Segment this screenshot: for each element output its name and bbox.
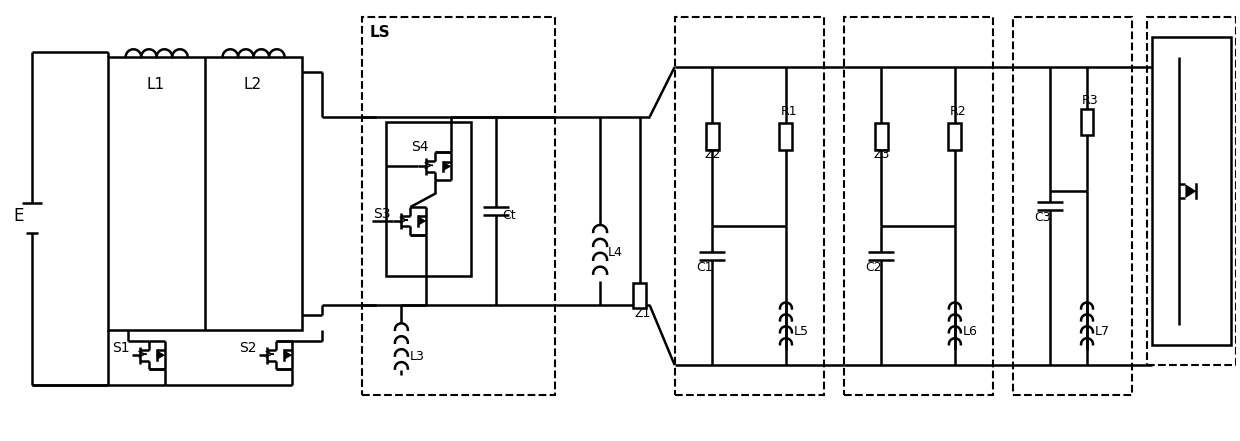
Text: L6: L6 [962,325,977,338]
Text: Ct: Ct [502,209,516,222]
Bar [706,123,719,150]
Bar [843,17,993,395]
Text: R3: R3 [1083,94,1099,107]
Text: S3: S3 [373,207,391,221]
Text: R2: R2 [950,105,966,118]
Bar [875,123,888,150]
Bar [108,57,303,330]
Text: L5: L5 [794,325,808,338]
Bar [387,122,471,276]
Text: S2: S2 [239,341,257,355]
Polygon shape [284,351,293,360]
Text: Z1: Z1 [635,307,651,320]
Polygon shape [443,161,451,171]
Polygon shape [1185,184,1197,198]
Text: Z3: Z3 [873,148,890,161]
Text: C3: C3 [1034,211,1052,224]
Polygon shape [418,216,427,226]
Text: C2: C2 [866,261,882,274]
Text: L1: L1 [146,77,165,92]
Text: C1: C1 [697,261,713,274]
Text: L7: L7 [1095,325,1110,338]
Text: LS: LS [370,25,391,40]
Text: L4: L4 [608,246,622,259]
Bar [1152,37,1231,345]
Bar [634,283,646,308]
Text: L3: L3 [409,350,424,363]
Bar [949,123,961,150]
Text: Z2: Z2 [704,148,720,161]
Text: L2: L2 [243,77,262,92]
Polygon shape [156,351,165,360]
Bar [1080,109,1094,135]
Text: S1: S1 [112,341,130,355]
Bar [1147,17,1236,365]
Bar [780,123,792,150]
Bar [362,17,556,395]
Text: E: E [14,207,25,225]
Text: R1: R1 [781,105,797,118]
Bar [675,17,823,395]
Bar [1013,17,1132,395]
Text: S4: S4 [412,140,429,154]
